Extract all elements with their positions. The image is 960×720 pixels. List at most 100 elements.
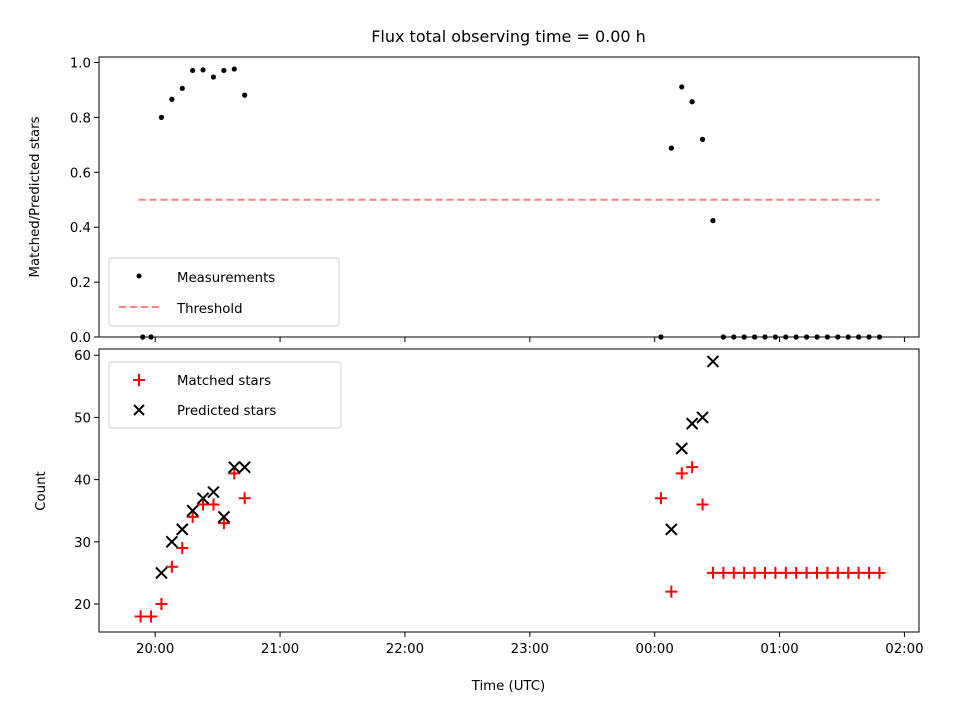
legend-measurements-label: Measurements [177,271,275,286]
top-plot-marks [138,66,883,340]
legend-predicted-marker [133,404,145,416]
bottom-y-tick-label: 40 [74,474,91,489]
bottom-panel: 20:00 21:00 22:00 23:00 00:00 01:00 02:00 20 30 4… [34,348,924,694]
matched-star-point [217,517,230,530]
measurement-point [866,334,872,340]
measurement-point [231,66,237,72]
measurement-point [856,334,862,340]
matched-star-point [706,566,719,579]
legend-matched-marker [133,374,145,386]
x-tick-label: 23:00 [511,642,549,657]
predicted-star-point [685,417,699,430]
top-legend-box [108,257,340,327]
matched-star-point [155,598,168,611]
matched-star-point [165,560,178,573]
matched-star-point [779,566,792,579]
matched-star-point [811,566,824,579]
x-tick-label: 20:00 [136,642,174,657]
top-y-axis-label: Matched/Predicted stars [28,116,43,277]
measurement-point [876,334,883,340]
legend-measurements-marker [136,273,142,279]
measurement-point [140,334,146,340]
measurement-point [793,334,799,340]
predicted-star-point [196,492,210,505]
measurement-point [835,334,841,340]
matched-star-point [197,498,210,511]
measurement-point [169,96,175,102]
predicted-star-point [706,355,720,368]
top-y-tick-label: 0.0 [70,331,91,346]
bottom-y-tick-label: 20 [74,598,91,613]
matched-star-point [675,467,688,480]
matched-star-point [831,566,844,579]
measurement-point [710,218,716,224]
measurement-point [679,84,685,90]
measurement-point [824,334,831,340]
measurement-point [158,114,165,120]
predicted-star-point [696,411,709,424]
top-y-tick-label: 0.2 [70,276,91,291]
x-tick-label: 00:00 [636,642,674,657]
matched-star-point [821,566,834,579]
measurement-point [783,334,789,340]
matched-star-point [790,566,803,579]
matched-star-point [654,492,667,505]
predicted-star-point [217,510,231,524]
matched-star-point [738,566,751,579]
matched-star-point [842,566,855,579]
measurement-point [242,92,248,98]
measurement-point [148,334,154,340]
matched-star-point [686,461,699,474]
top-y-tick-label: 0.8 [70,111,91,126]
chart-title: Flux total observing time = 0.00 h [371,27,646,46]
matched-star-point [228,467,241,480]
matched-star-point [207,498,220,511]
measurement-point [658,334,664,340]
top-legend: Measurements Threshold [108,257,340,327]
predicted-star-point [238,460,251,474]
bottom-y-tick-label: 30 [74,536,91,551]
x-tick-label: 22:00 [386,642,424,657]
measurement-point [751,334,758,340]
measurement-point [814,334,820,340]
bottom-y-tick-label: 60 [74,349,91,364]
matched-star-point [696,498,709,511]
legend-threshold-label: Threshold [176,302,243,317]
measurement-point [689,99,695,105]
matched-star-point [769,566,782,579]
measurement-point [668,145,674,151]
predicted-star-point [176,523,189,536]
bottom-axis-ticks: 20:00 21:00 22:00 23:00 00:00 01:00 02:00 20 30 4… [74,349,924,657]
top-y-tick-label: 0.4 [70,221,91,236]
x-tick-label: 02:00 [885,642,923,657]
matched-star-point [852,566,865,579]
matched-star-point [145,610,158,623]
matched-star-point [238,492,251,505]
predicted-star-point [155,566,168,580]
predicted-star-point [186,504,199,517]
measurement-point [179,85,185,91]
legend-predicted-label: Predicted stars [177,404,276,419]
measurement-point [804,334,810,340]
matched-star-point [727,566,740,579]
bottom-y-tick-label: 50 [74,411,91,426]
bottom-plot-marks [134,355,886,623]
top-y-tick-label: 0.6 [70,166,91,181]
matched-star-point [134,610,147,623]
measurement-point [200,67,206,73]
predicted-star-point [228,460,241,474]
matched-star-point [758,566,771,579]
predicted-star-point [665,523,678,536]
x-tick-label: 01:00 [760,642,798,657]
measurement-point [720,334,726,340]
measurement-point [731,334,737,340]
top-y-tick-label: 1.0 [70,56,91,71]
matched-star-point [873,566,886,579]
matched-star-point [748,566,761,579]
predicted-star-point [207,485,220,499]
measurement-point [772,334,778,340]
measurement-point [741,334,747,340]
top-axis-ticks: 0.0 0.2 0.4 0.6 0.8 1.0 [70,56,905,346]
matched-star-point [800,566,813,579]
